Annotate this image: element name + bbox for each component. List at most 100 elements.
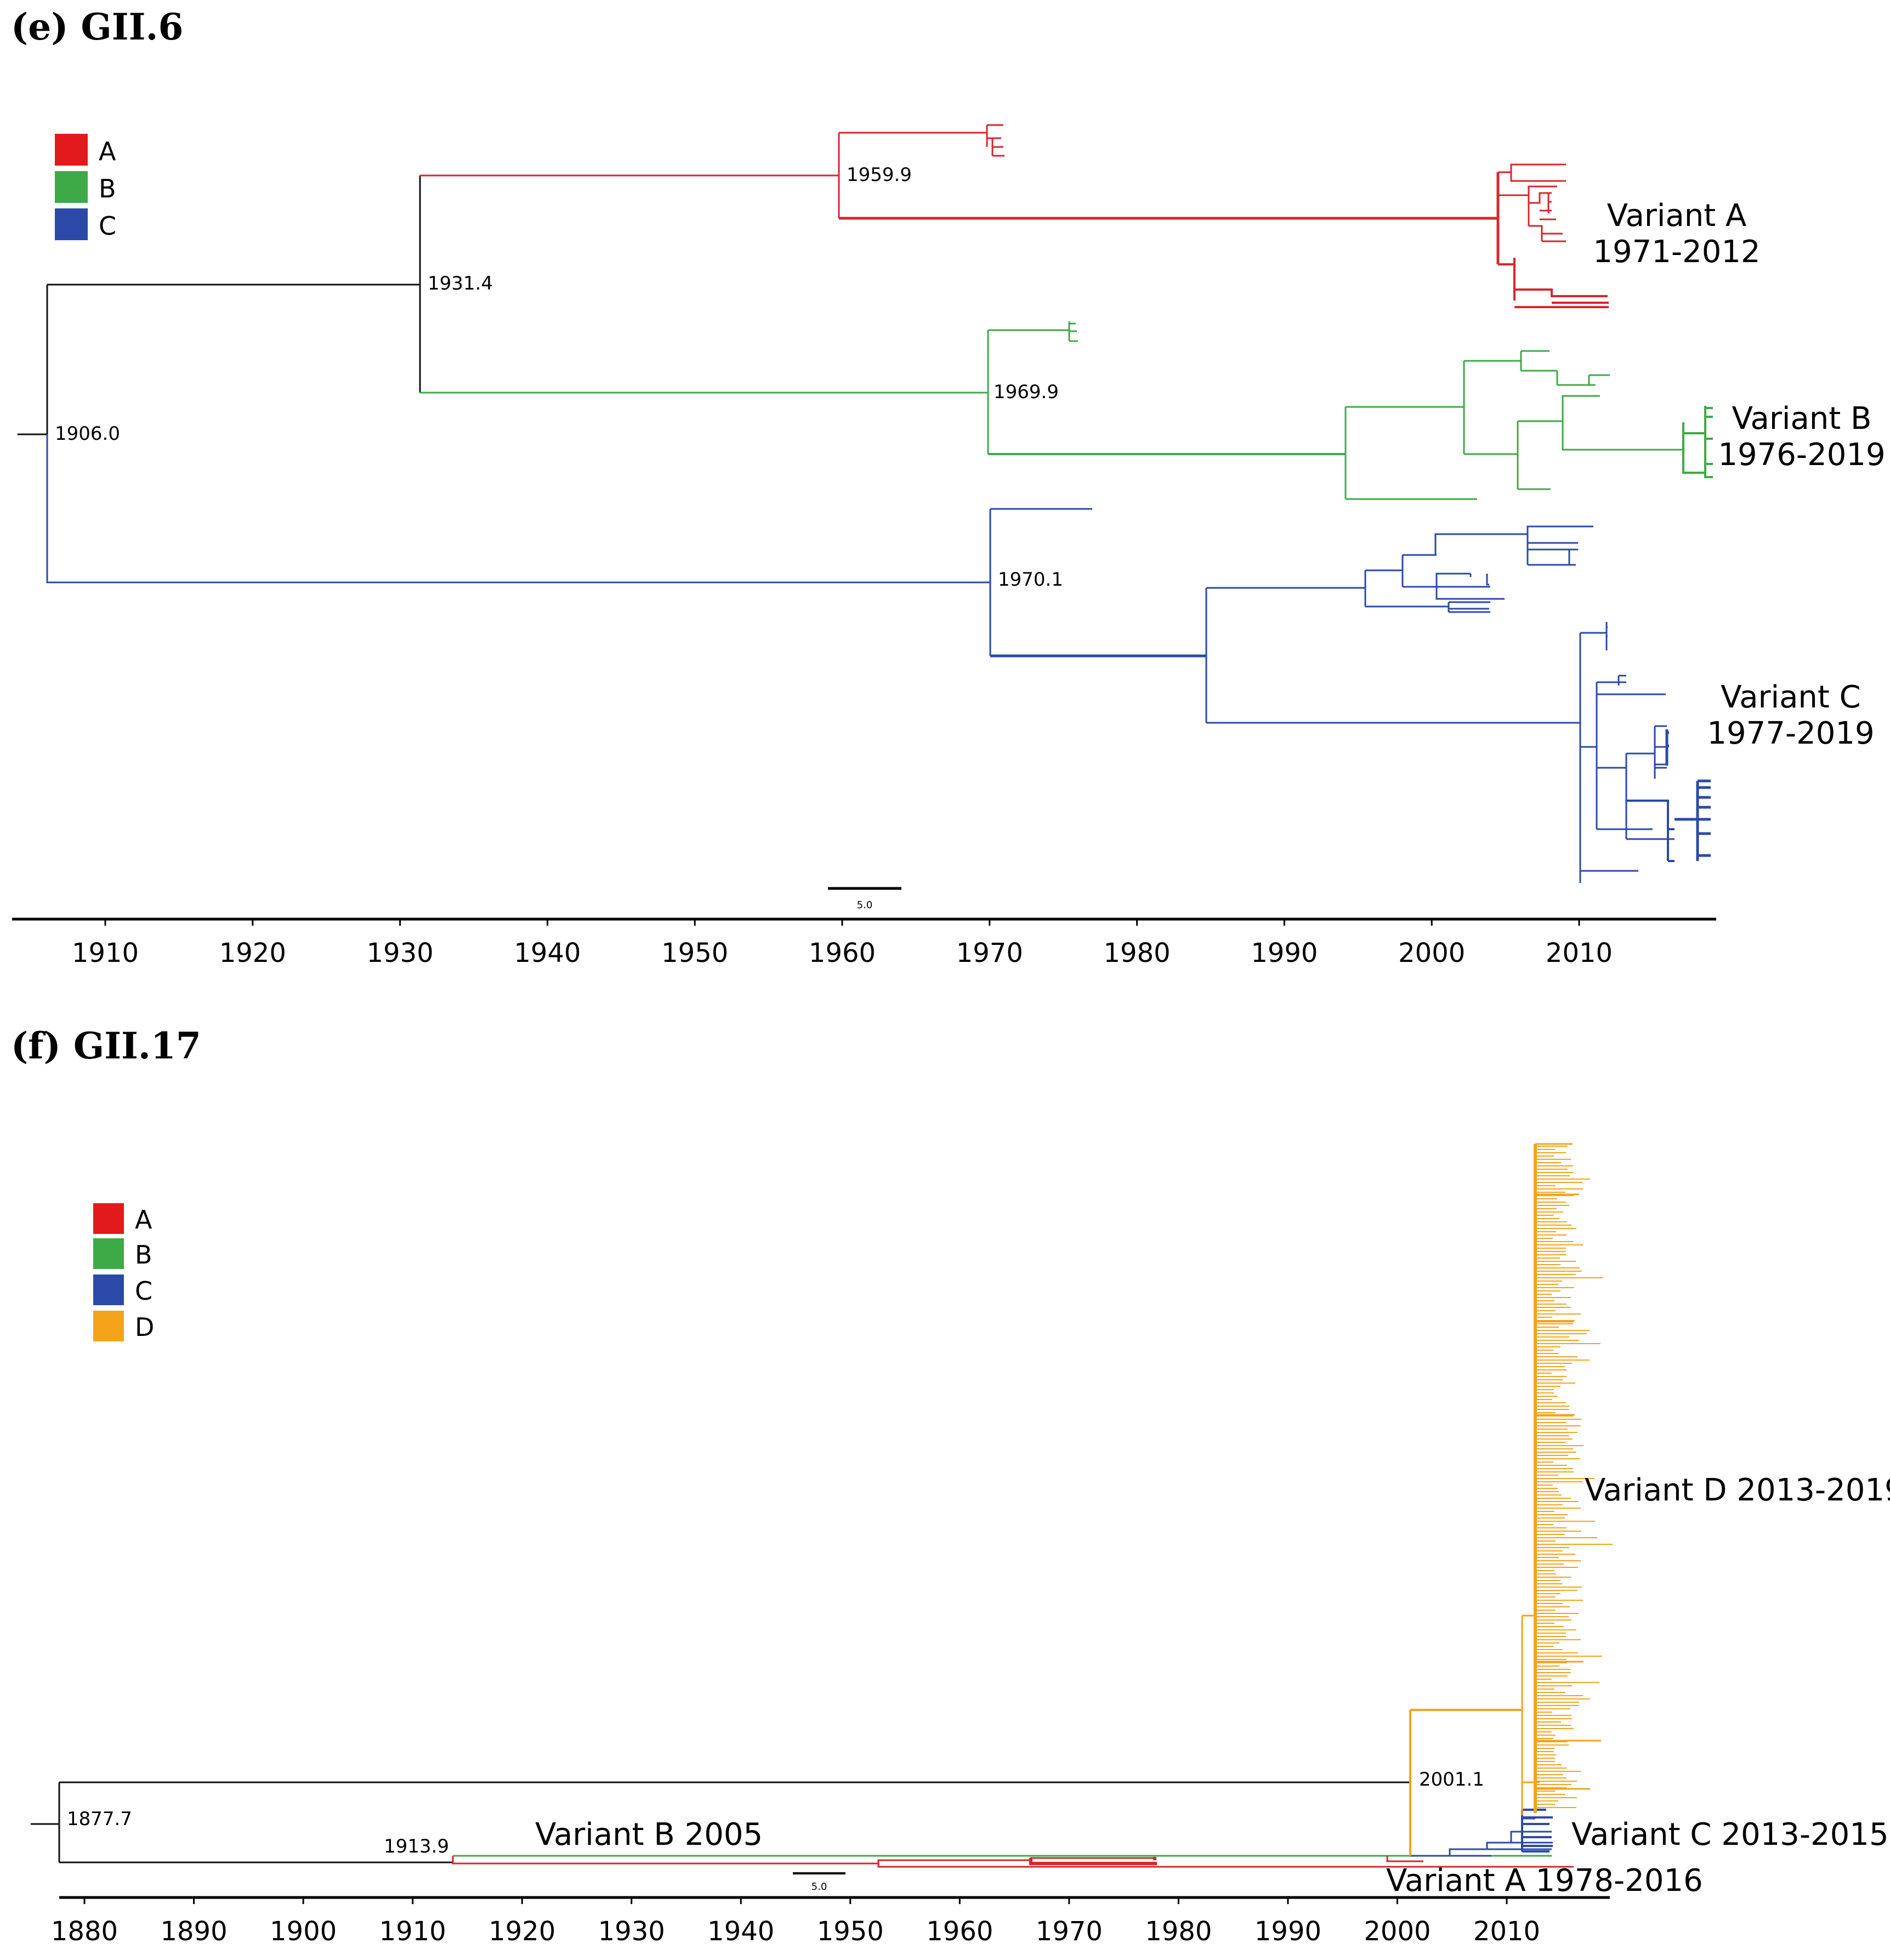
panel-e-variant-labels: Variant A 1971-2012 Variant B 1976-2019 … [1593,198,1885,751]
variant-a-name: Variant A [1607,198,1747,234]
legend-swatch-a [55,134,88,166]
panel-f-node-labels: 1877.7 1913.9 2001.1 [67,1769,1484,1857]
variant-b-name: Variant B [1732,401,1872,437]
node-label-1931: 1931.4 [428,273,493,294]
clade-b-small-subtree [988,321,1078,342]
branch-to-variant-d [1409,1709,1522,1856]
x-tick-label-2010: 2010 [1546,938,1613,968]
panel-e-x-axis: 1910 1920 1930 1940 1950 1960 1970 1980 1990 2000… [12,917,1716,968]
panel-e-legend: A B C [55,134,116,241]
variant-b-years: 1976-2019 [1718,437,1885,473]
variant-a-branches [452,1856,1574,1868]
panel-f-x-axis: 1880 1890 1900 1910 1920 1930 1940 1950 1960 1970… [51,1896,1610,1947]
variant-c-tip-cluster [1675,779,1711,861]
x-tick-label-1920: 1920 [219,938,286,968]
variant-d-long-tips [1535,1143,1601,1790]
panel-f-title: (f) GII.17 [11,1024,201,1067]
node-label-1906: 1906.0 [55,423,120,445]
variant-c-tip-cluster [1521,1809,1553,1853]
x-tick-label-1890: 1890 [160,1916,227,1947]
node-label-1913: 1913.9 [384,1836,449,1857]
x-tick-label-1910: 1910 [72,938,139,968]
variant-b-label: Variant B 2005 [535,1817,763,1853]
variant-b-mid-subtree [1464,395,1683,490]
variant-a-label: Variant A 1978-2016 [1386,1863,1703,1899]
panel-f-gii17: (f) GII.17 A B C D [11,1024,1890,1947]
variant-c-root-vertical [1579,622,1608,883]
legend-swatch-b [93,1238,124,1269]
variant-c-upper-subtree [1580,675,1675,872]
clade-c-mid-detail [1526,550,1576,566]
variant-c-years: 1977-2019 [1707,716,1874,751]
variant-c-thick-subtree [1626,800,1675,862]
x-tick-label-1940: 1940 [514,938,581,968]
variant-d-label: Variant D 2013-2019 [1585,1472,1890,1508]
scale-bar-label: 5.0 [857,899,873,911]
variant-a-years: 1971-2012 [1593,234,1760,270]
panel-e-scale-bar: 5.0 [828,887,901,911]
variant-a-thick-segment [1029,1857,1157,1865]
legend-swatch-a [93,1203,124,1234]
variant-c-inner-cluster [1665,729,1669,766]
panel-f-legend: A B C D [93,1203,154,1342]
x-tick-label-2000: 2000 [1398,938,1465,968]
legend-swatch-b [55,171,88,203]
branch-to-1970-1 [46,434,990,584]
variant-c-label: Variant C 2013-2015 [1571,1817,1889,1853]
legend-label-a: A [135,1205,152,1234]
x-tick-label-1970: 1970 [956,938,1023,968]
x-tick-label-1900: 1900 [270,1916,337,1947]
scale-bar-label: 5.0 [811,1881,827,1893]
x-tick-label-1930: 1930 [598,1916,665,1947]
panel-e-title: (e) GII.6 [11,5,183,48]
panel-f-scale-bar: 5.0 [793,1872,845,1893]
variant-a-sub1 [1498,163,1566,182]
x-tick-label-1910: 1910 [379,1916,446,1947]
variant-d-branches [1409,1143,1613,1856]
node-label-1959: 1959.9 [847,164,912,186]
variant-c-name: Variant C [1721,679,1861,715]
x-tick-label-1990: 1990 [1255,1916,1321,1947]
clade-c-mid-subtree [1365,601,1490,613]
x-tick-label-1970: 1970 [1036,1916,1103,1947]
clade-c-branches [989,508,1711,883]
variant-a-sub3 [1498,258,1609,308]
node-label-1877: 1877.7 [67,1808,132,1830]
panel-e-node-labels: 1906.0 1931.4 1959.9 1969.9 1970.1 [55,164,1063,591]
x-tick-label-1950: 1950 [817,1916,884,1947]
legend-label-c: C [135,1276,152,1306]
clade-a-branches [420,124,1609,308]
variant-a-lower [877,1863,1574,1868]
legend-swatch-c [93,1274,124,1305]
x-tick-label-2000: 2000 [1364,1916,1431,1947]
x-tick-label-1880: 1880 [51,1916,118,1947]
variant-b-node-1995 [1344,406,1477,500]
x-tick-label-1980: 1980 [1145,1916,1212,1947]
variant-a-sub2 [1498,185,1566,242]
x-tick-label-1950: 1950 [661,938,728,968]
clade-b-branches [420,321,1713,500]
x-tick-label-1940: 1940 [707,1916,774,1947]
clade-c-upper-subtree [1206,525,1593,607]
variant-b-upper-subtree [1463,350,1610,454]
panel-f-variant-labels: Variant D 2013-2019 Variant C 2013-2015 … [535,1472,1890,1899]
legend-label-a: A [99,137,116,166]
x-tick-label-1960: 1960 [809,938,876,968]
variant-b-tip-cluster [1682,406,1713,478]
legend-label-d: D [135,1312,154,1342]
clade-a-small-subtree [839,124,1004,157]
legend-label-c: C [99,211,116,241]
legend-swatch-d [93,1311,124,1341]
legend-swatch-c [55,208,88,240]
x-tick-label-1920: 1920 [489,1916,555,1947]
x-tick-label-1980: 1980 [1104,938,1171,968]
variant-a-tip [1386,1856,1423,1862]
legend-label-b: B [99,174,116,203]
node-label-1970: 1970.1 [998,569,1063,591]
panel-e-backbone [18,175,421,435]
panel-e-gii6: (e) GII.6 A B C [11,5,1886,968]
variant-c-ladder [1410,1817,1553,1857]
x-tick-label-1960: 1960 [926,1916,993,1947]
node-label-2001: 2001.1 [1419,1769,1484,1791]
